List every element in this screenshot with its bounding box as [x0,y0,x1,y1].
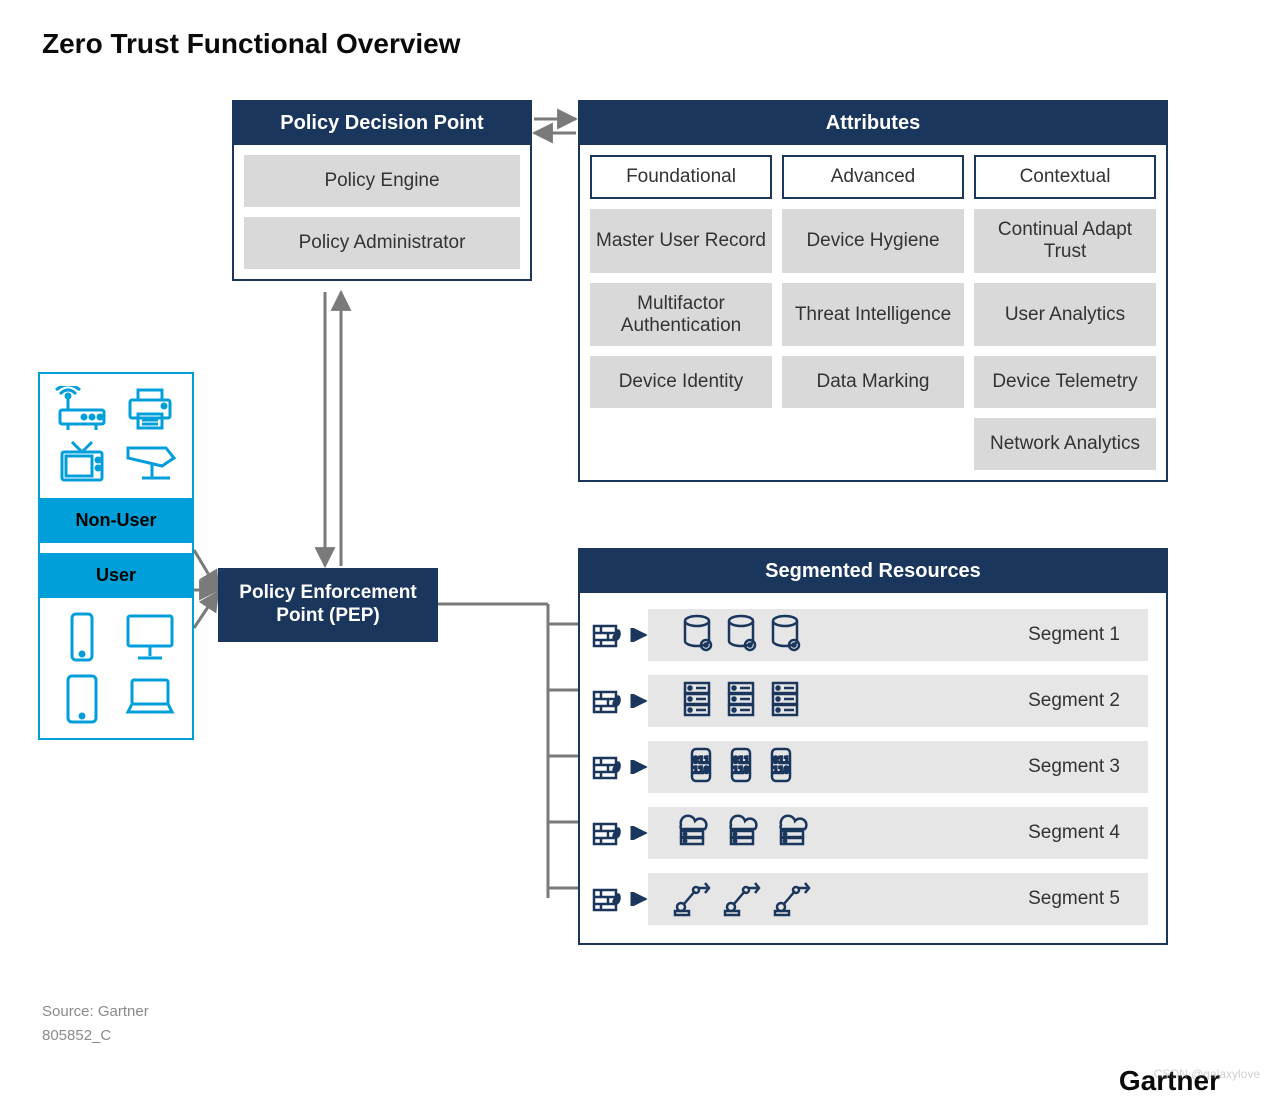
arrow-small-icon [630,892,650,906]
attr-cell: Device Telemetry [974,356,1156,408]
policy-decision-point-panel: Policy Decision Point Policy Engine Poli… [232,100,532,281]
segment-row: Segment 5 [648,873,1148,925]
firewall-icon [592,884,626,914]
arrow-small-icon [630,826,650,840]
data-drum-icon: 011110 [686,745,716,790]
pdp-header: Policy Decision Point [234,102,530,145]
source-text: Source: Gartner 805852_C [42,1000,149,1048]
segment-icons: 011110 011110 011110 [666,745,816,790]
devices-panel: Non-User User [38,372,194,740]
source-line-1: Source: Gartner [42,1000,149,1024]
server-rack-icon [680,679,714,724]
data-drum-icon: 011110 [726,745,756,790]
watermark: CSDN @galaxylove [1154,1067,1260,1081]
segment-row: Segment 2 [648,675,1148,727]
segment-icons [666,811,816,856]
segment-label: Segment 1 [1028,624,1120,646]
svg-text:110: 110 [733,766,749,776]
pdp-item: Policy Engine [244,155,520,207]
phone-icon [60,610,104,664]
segment-icons [666,877,816,922]
segmented-resources-panel: Segmented Resources Segment 1 S [578,548,1168,945]
cloud-server-icon [671,811,711,856]
segmented-header: Segmented Resources [580,550,1166,593]
attr-cell: Master User Record [590,209,772,273]
server-rack-icon [768,679,802,724]
svg-text:011: 011 [773,756,789,766]
segment-row: Segment 1 [648,609,1148,661]
segment-label: Segment 3 [1028,756,1120,778]
cloud-server-icon [721,811,761,856]
non-user-icons [40,374,192,498]
firewall-icon [592,818,626,848]
attributes-panel: Attributes Foundational Advanced Context… [578,100,1168,482]
server-rack-icon [724,679,758,724]
arrow-pdp-pep-down [320,290,330,568]
data-drum-icon: 011110 [766,745,796,790]
router-icon [54,386,110,432]
robot-arm-icon [771,877,811,922]
arrow-small-icon [630,628,650,642]
tablet-icon [60,672,104,726]
tv-icon [54,440,110,486]
svg-text:011: 011 [733,756,749,766]
database-gear-icon [680,613,714,658]
user-icons [40,598,192,738]
segment-row: Segment 4 [648,807,1148,859]
attr-cell: Multifactor Authentication [590,283,772,347]
attr-cell: Device Hygiene [782,209,964,273]
database-gear-icon [724,613,758,658]
attr-cell: Network Analytics [974,418,1156,470]
non-user-label: Non-User [40,498,192,543]
arrow-small-icon [630,760,650,774]
attr-cell: Device Identity [590,356,772,408]
segment-icons [666,679,816,724]
cloud-server-icon [771,811,811,856]
arrow-pdp-attr-top [532,114,578,124]
svg-text:011: 011 [693,756,709,766]
segment-label: Segment 2 [1028,690,1120,712]
segment-icons [666,613,816,658]
attributes-header: Attributes [580,102,1166,145]
camera-icon [122,440,178,486]
segment-row: 011110 011110 011110 Segment 3 [648,741,1148,793]
printer-icon [122,386,178,432]
attr-cell: Data Marking [782,356,964,408]
pdp-item: Policy Administrator [244,217,520,269]
robot-arm-icon [721,877,761,922]
segment-label: Segment 4 [1028,822,1120,844]
attr-cell: User Analytics [974,283,1156,347]
policy-enforcement-point: Policy Enforcement Point (PEP) [218,568,438,642]
attr-cell: Threat Intelligence [782,283,964,347]
database-gear-icon [768,613,802,658]
firewall-icon [592,752,626,782]
attr-col-header: Advanced [782,155,964,199]
source-line-2: 805852_C [42,1024,149,1048]
firewall-icon [592,620,626,650]
svg-text:110: 110 [693,766,709,776]
firewall-icon [592,686,626,716]
page-title: Zero Trust Functional Overview [42,28,461,60]
attr-cell: Continual Adapt Trust [974,209,1156,273]
user-label: User [40,553,192,598]
laptop-icon [122,672,178,726]
robot-arm-icon [671,877,711,922]
svg-text:110: 110 [773,766,789,776]
arrow-attr-pdp-bottom [532,128,578,138]
attr-col-header: Contextual [974,155,1156,199]
arrow-pep-pdp-up [336,290,346,568]
segment-label: Segment 5 [1028,888,1120,910]
monitor-icon [122,610,178,664]
attr-col-header: Foundational [590,155,772,199]
arrow-small-icon [630,694,650,708]
